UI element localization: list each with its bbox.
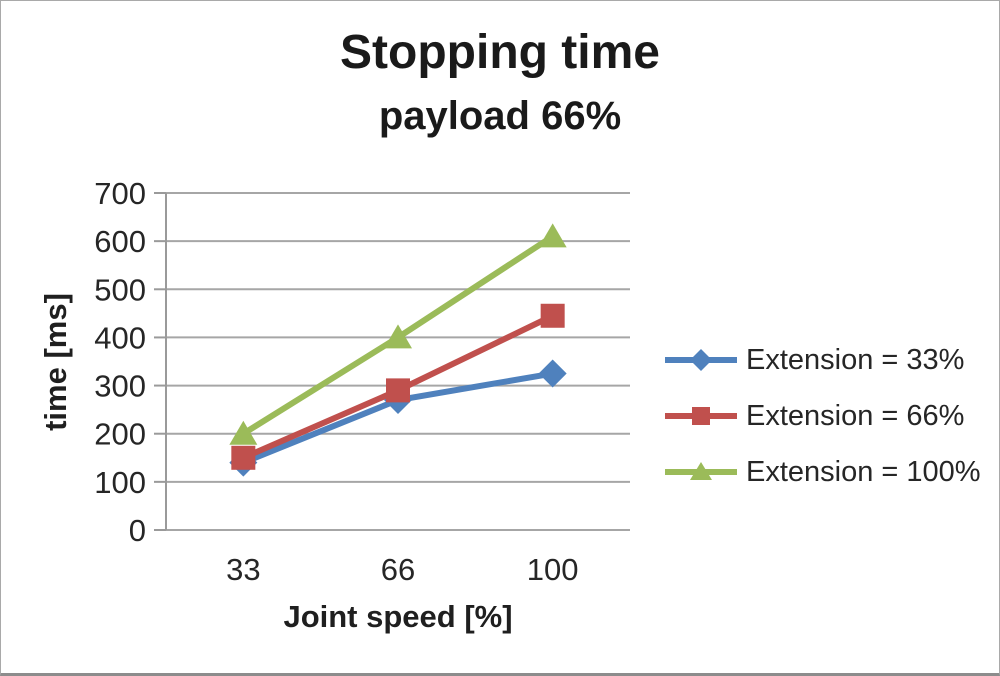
data-point-square	[540, 303, 565, 328]
legend-marker-triangle	[665, 462, 737, 480]
y-axis-title-box: time [ms]	[17, 193, 95, 530]
data-point-square	[386, 378, 410, 403]
data-point-diamond	[538, 359, 567, 388]
y-tick-label: 400	[94, 320, 146, 355]
y-tick-label: 700	[94, 176, 146, 211]
x-tick-label: 66	[381, 552, 415, 587]
legend-marker-shape	[690, 462, 712, 480]
chart-title: Stopping time	[340, 26, 660, 79]
legend-marker-shape	[690, 349, 712, 371]
y-tick-label: 300	[94, 369, 146, 404]
data-point-triangle	[229, 420, 258, 445]
legend-label: Extension = 100%	[746, 455, 981, 488]
legend-label: Extension = 66%	[746, 399, 965, 432]
y-tick-label: 600	[94, 224, 146, 259]
x-tick-label: 33	[226, 552, 260, 587]
legend-item-extension-33: Extension = 33%	[663, 332, 981, 388]
data-point-triangle	[384, 324, 412, 349]
legend-item-extension-66: Extension = 66%	[663, 388, 981, 444]
legend-marker-shape	[692, 407, 710, 425]
title-block: Stopping time payload 66%	[1, 26, 999, 138]
y-tick-label: 200	[94, 417, 146, 452]
legend-marker-diamond	[665, 349, 737, 371]
x-tick-label: 100	[527, 552, 579, 587]
y-tick-label: 100	[94, 465, 146, 500]
legend-label: Extension = 33%	[746, 343, 965, 376]
chart-subtitle: payload 66%	[378, 93, 622, 138]
legend-item-extension-100: Extension = 100%	[663, 444, 981, 500]
legend-marker-square	[665, 407, 737, 425]
data-point-square	[231, 445, 256, 470]
y-tick-label: 0	[129, 513, 146, 548]
y-axis-title: time [ms]	[38, 292, 73, 431]
y-tick-label: 500	[94, 272, 146, 307]
x-axis-title: Joint speed [%]	[283, 599, 513, 634]
legend: Extension = 33% Extension = 66% Extensio…	[663, 332, 981, 500]
data-point-triangle	[538, 223, 567, 248]
